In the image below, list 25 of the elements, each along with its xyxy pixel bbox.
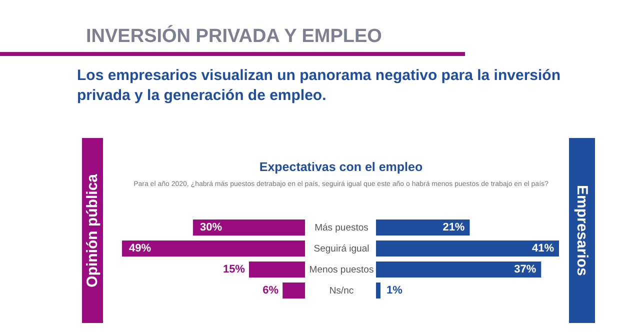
data-label: 21%	[442, 222, 465, 234]
bar	[376, 220, 470, 236]
bar	[376, 282, 380, 298]
y-tick-label: Más puestos	[314, 222, 369, 234]
text: Empresarios	[574, 185, 590, 276]
bar	[376, 240, 559, 256]
data-label: 49%	[129, 242, 152, 254]
text: Opinión pública	[84, 174, 101, 288]
data-label: 15%	[222, 264, 246, 276]
text: Expectativas con el empleo	[258, 160, 424, 174]
text: INVERSIÓN PRIVADA Y EMPLEO	[86, 26, 382, 48]
bar	[282, 282, 305, 298]
data-label: 30%	[200, 222, 222, 234]
y-tick-label: Seguirá igual	[314, 244, 370, 254]
text: Los empresarios visualizan un panorama negativo para la inversión privada y la generación de empleo.	[77, 66, 562, 106]
bar	[192, 220, 305, 236]
bar	[122, 240, 305, 256]
y-tick-label: Menos puestos	[309, 264, 374, 276]
data-label: 41%	[532, 242, 554, 254]
data-label: 37%	[514, 264, 536, 276]
data-label: 6%	[262, 284, 279, 296]
bar	[248, 262, 305, 278]
y-tick-label: Ns/nc	[329, 286, 354, 296]
bar	[376, 262, 542, 278]
data-label: 1%	[386, 284, 403, 296]
